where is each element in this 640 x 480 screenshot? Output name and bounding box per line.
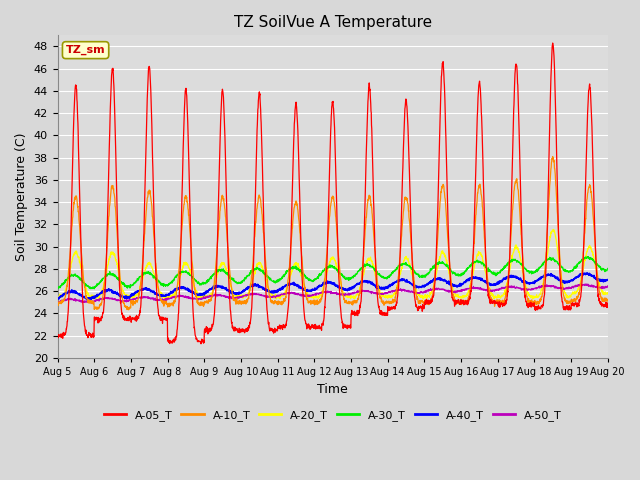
X-axis label: Time: Time	[317, 383, 348, 396]
Text: TZ_sm: TZ_sm	[66, 45, 106, 55]
Title: TZ SoilVue A Temperature: TZ SoilVue A Temperature	[234, 15, 432, 30]
Y-axis label: Soil Temperature (C): Soil Temperature (C)	[15, 132, 28, 261]
Legend: A-05_T, A-10_T, A-20_T, A-30_T, A-40_T, A-50_T: A-05_T, A-10_T, A-20_T, A-30_T, A-40_T, …	[99, 406, 566, 425]
